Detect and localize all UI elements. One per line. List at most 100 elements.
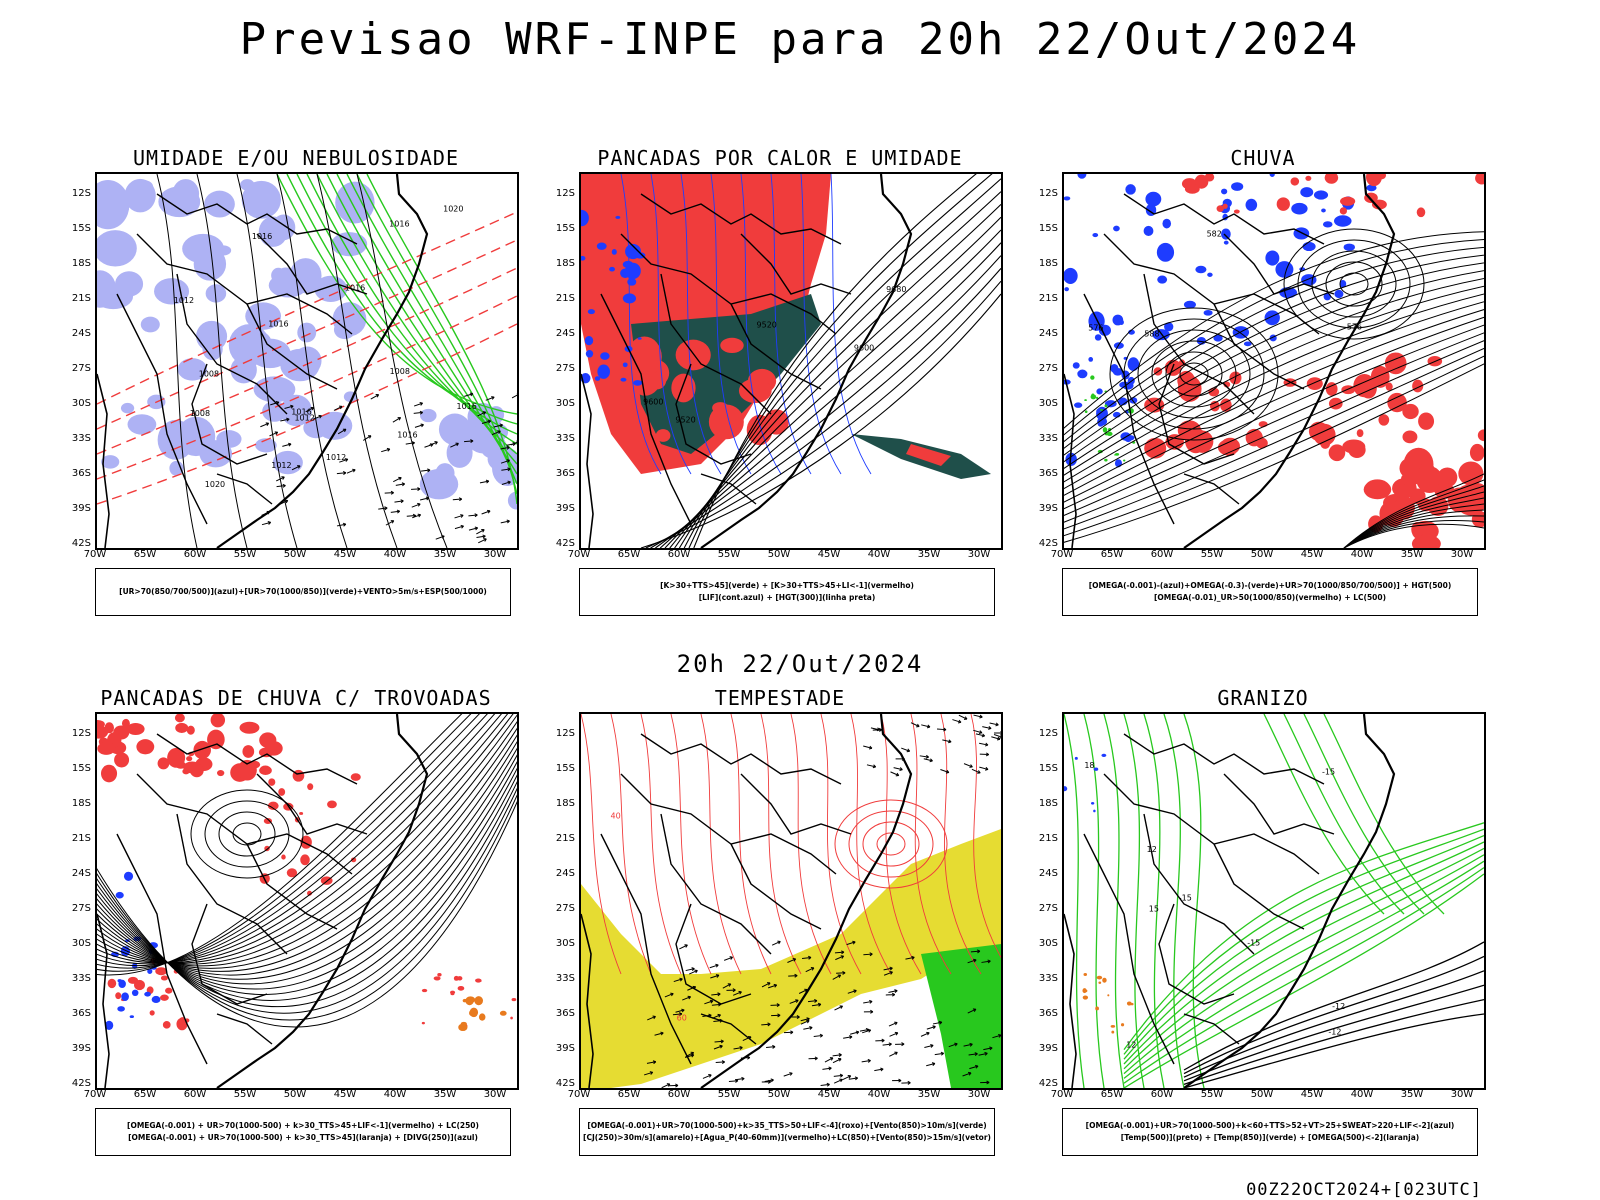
wind-vector bbox=[889, 1051, 898, 1057]
lat-tick-label: 33S bbox=[71, 433, 91, 444]
lon-tick-label: 50W bbox=[283, 549, 307, 560]
wind-vector bbox=[483, 538, 487, 542]
rain-omega-area bbox=[1203, 309, 1213, 316]
wind-vector bbox=[790, 1030, 794, 1035]
run-timestamp: 00Z22OCT2024+[023UTC] bbox=[1246, 1180, 1482, 1200]
state-border bbox=[1103, 233, 1320, 335]
contour-label: 1008 bbox=[390, 367, 410, 376]
lat-tick-label: 36S bbox=[555, 1008, 575, 1019]
lon-tick-label: 30W bbox=[1450, 549, 1474, 560]
state-border bbox=[1143, 273, 1255, 415]
lat-tick-label: 36S bbox=[1038, 1008, 1058, 1019]
rain-omega-area bbox=[1195, 265, 1207, 274]
wind-vector bbox=[985, 766, 989, 771]
lon-tick-label: 40W bbox=[1350, 549, 1374, 560]
storm-red-area bbox=[121, 718, 130, 728]
lat-tick-label: 21S bbox=[1038, 833, 1058, 844]
wind-vector bbox=[685, 968, 695, 972]
wind-vector bbox=[342, 522, 347, 527]
wind-vector bbox=[973, 958, 977, 963]
wind-vector bbox=[678, 1012, 683, 1017]
wind-vector bbox=[684, 944, 688, 948]
humidity-area bbox=[258, 216, 288, 247]
humidity-contour bbox=[346, 174, 517, 485]
coastline-west bbox=[1064, 373, 1077, 548]
rain-omega-area bbox=[1092, 233, 1099, 238]
precipitable-water-contour bbox=[610, 714, 652, 975]
hail-index-area bbox=[1064, 786, 1068, 792]
wind-vector bbox=[948, 739, 952, 744]
wind-vector bbox=[967, 1071, 972, 1076]
lat-tick-label: 30S bbox=[71, 398, 91, 409]
omega-500-area bbox=[1111, 1030, 1115, 1034]
lat-tick-label: 27S bbox=[1038, 903, 1058, 914]
streamline bbox=[97, 714, 488, 967]
rain-omega-area bbox=[1077, 369, 1088, 379]
rain-red-area bbox=[1216, 205, 1224, 213]
rain-omega-area bbox=[1064, 287, 1069, 292]
lat-tick-label: 18S bbox=[71, 798, 91, 809]
wind-vector bbox=[397, 417, 402, 421]
storm-red-area bbox=[475, 978, 482, 983]
wind-vector bbox=[290, 404, 294, 409]
lon-tick-label: 70W bbox=[567, 1089, 591, 1100]
state-border bbox=[1103, 773, 1320, 875]
temp-850-contour bbox=[1123, 873, 1484, 1088]
wind-vector bbox=[996, 736, 1001, 741]
contour-label: 576 bbox=[1347, 322, 1362, 331]
wind-vector bbox=[806, 1019, 810, 1024]
wind-vector bbox=[880, 1067, 884, 1072]
wind-vector bbox=[989, 1046, 993, 1051]
contour-label: 18 bbox=[1084, 761, 1094, 770]
map-area: 588 576 582 576 bbox=[1062, 172, 1486, 550]
lat-tick-label: 15S bbox=[71, 223, 91, 234]
humidity-area bbox=[115, 271, 144, 297]
mid-title: 20h 22/Out/2024 bbox=[676, 650, 924, 678]
wind-vector bbox=[824, 1057, 834, 1063]
storm-red-area bbox=[281, 854, 286, 860]
legend-line: [OMEGA(-0.001) + UR>70(1000-500) + k>30_… bbox=[127, 1121, 479, 1130]
lon-tick-label: 45W bbox=[333, 549, 357, 560]
wind-vector bbox=[673, 978, 683, 983]
streamline bbox=[1064, 293, 1484, 483]
wind-vector bbox=[817, 1002, 822, 1007]
lon-tick-label: 50W bbox=[1250, 549, 1274, 560]
wind-vector bbox=[286, 417, 290, 422]
humidity-area bbox=[97, 179, 130, 230]
lif-contour-area bbox=[581, 255, 586, 261]
lat-tick-label: 39S bbox=[71, 503, 91, 514]
rain-green-area bbox=[1084, 399, 1087, 402]
lon-tick-label: 65W bbox=[617, 1089, 641, 1100]
lon-tick-label: 60W bbox=[183, 1089, 207, 1100]
wind-vector bbox=[881, 1038, 885, 1043]
legend-box: [OMEGA(-0.001) + UR>70(1000-500) + k>30_… bbox=[95, 1108, 511, 1156]
humidity-area bbox=[245, 302, 282, 330]
lat-tick-label: 33S bbox=[555, 973, 575, 984]
wind-vector bbox=[901, 747, 910, 752]
wind-vector bbox=[291, 465, 301, 471]
omega-500-area bbox=[1082, 995, 1089, 1000]
rain-red-area bbox=[1204, 174, 1215, 182]
wind-vector bbox=[893, 767, 903, 771]
lif-contour-area bbox=[633, 380, 643, 386]
rain-red-area bbox=[1305, 175, 1312, 181]
wind-vector bbox=[839, 1078, 843, 1083]
wind-vector bbox=[907, 1080, 911, 1085]
wind-vector bbox=[406, 515, 416, 517]
state-border bbox=[640, 733, 842, 785]
storm-red-area bbox=[160, 994, 169, 1001]
wind-vector bbox=[497, 430, 501, 434]
contour-label: 1016 bbox=[457, 402, 477, 411]
storm-red-area bbox=[453, 975, 459, 981]
humidity-area bbox=[120, 402, 135, 414]
contour-label: 9520 bbox=[675, 415, 695, 424]
contour-label: 12 bbox=[1147, 845, 1157, 854]
heat-humidity-area bbox=[738, 378, 772, 404]
contour-label: 9600 bbox=[643, 397, 663, 406]
wind-vector bbox=[339, 458, 348, 463]
wind-vector bbox=[499, 423, 503, 428]
streamline bbox=[97, 734, 517, 972]
hail-index-area bbox=[1101, 753, 1107, 757]
wind-vector bbox=[411, 441, 415, 445]
wind-vector bbox=[269, 431, 278, 437]
